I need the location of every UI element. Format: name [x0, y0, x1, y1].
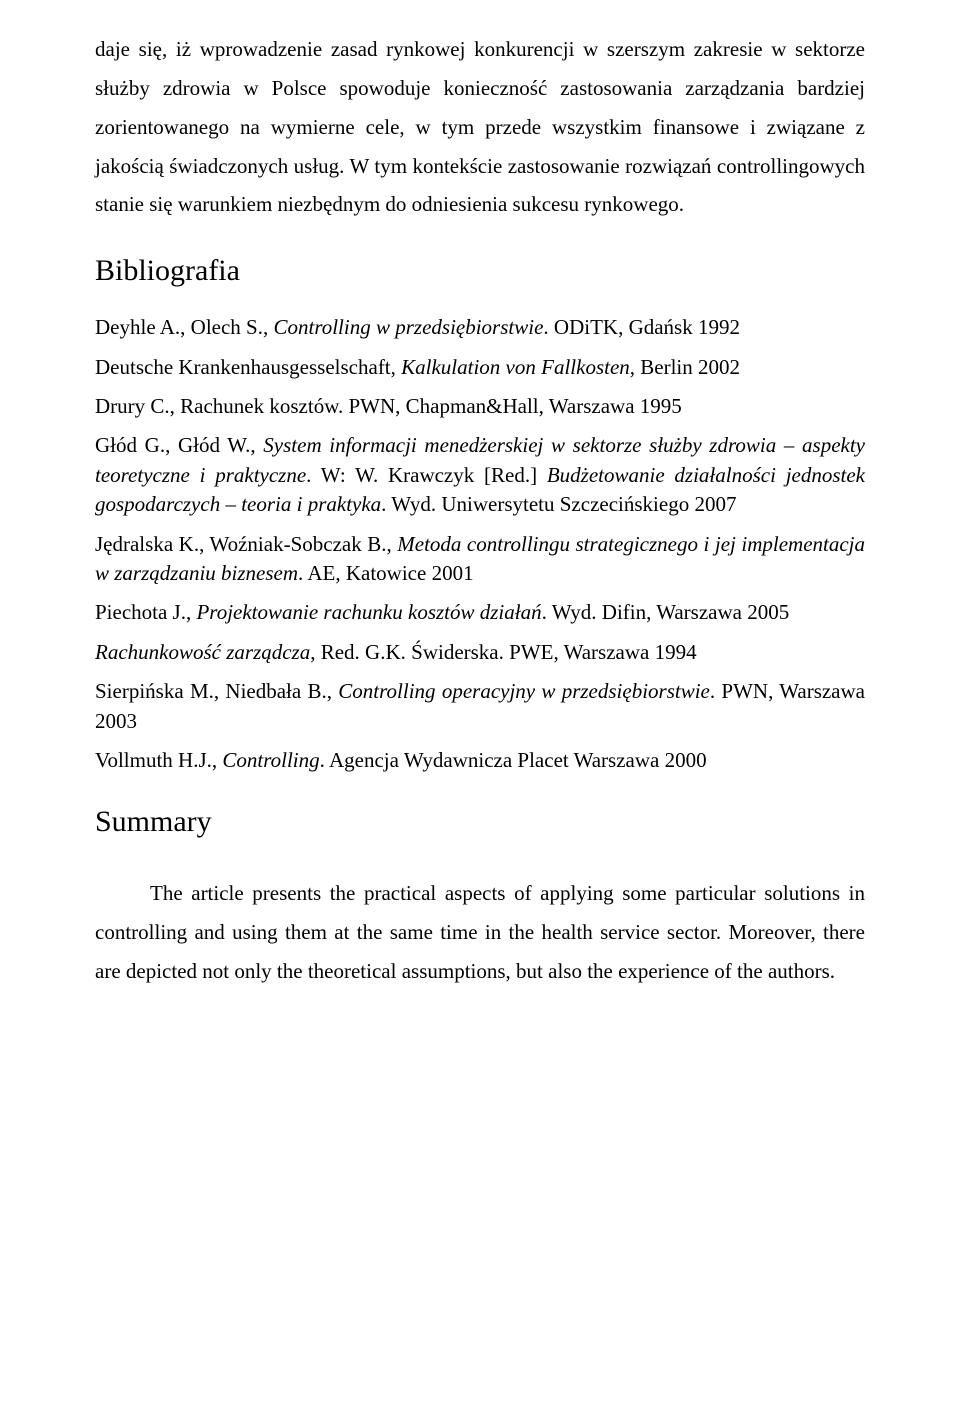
bib-entry: Rachunkowość zarządcza, Red. G.K. Świder…	[95, 638, 865, 667]
bib-title: Controlling	[222, 748, 319, 772]
bib-title: Projektowanie rachunku kosztów działań	[196, 600, 541, 624]
summary-block: The article presents the practical aspec…	[95, 874, 865, 991]
bib-text: Deyhle A., Olech S.,	[95, 315, 273, 339]
bib-text: . ODiTK, Gdańsk 1992	[543, 315, 740, 339]
bib-text: . W: W. Krawczyk [Red.]	[306, 463, 547, 487]
bib-entry: Sierpińska M., Niedbała B., Controlling …	[95, 677, 865, 736]
bib-text: , Red. G.K. Świderska. PWE, Warszawa 199…	[310, 640, 696, 664]
bib-text: . Agencja Wydawnicza Placet Warszawa 200…	[320, 748, 707, 772]
bib-entry: Drury C., Rachunek kosztów. PWN, Chapman…	[95, 392, 865, 421]
bib-text: , Berlin 2002	[630, 355, 740, 379]
bib-entry: Vollmuth H.J., Controlling. Agencja Wyda…	[95, 746, 865, 775]
bib-text: Sierpińska M., Niedbała B.,	[95, 679, 338, 703]
bib-text: Jędralska K., Woźniak-Sobczak B.,	[95, 532, 397, 556]
bib-entry: Jędralska K., Woźniak-Sobczak B., Metoda…	[95, 530, 865, 589]
bib-text: . AE, Katowice 2001	[298, 561, 474, 585]
bib-entry: Deyhle A., Olech S., Controlling w przed…	[95, 313, 865, 342]
bibliography-heading: Bibliografia	[95, 254, 865, 288]
intro-paragraph: daje się, iż wprowadzenie zasad rynkowej…	[95, 30, 865, 224]
bib-text: . Wyd. Difin, Warszawa 2005	[542, 600, 790, 624]
bib-entry: Głód G., Głód W., System informacji mene…	[95, 431, 865, 519]
bib-entry: Deutsche Krankenhausgesselschaft, Kalkul…	[95, 353, 865, 382]
bib-entry: Piechota J., Projektowanie rachunku kosz…	[95, 598, 865, 627]
bib-text: Piechota J.,	[95, 600, 196, 624]
bib-text: Vollmuth H.J.,	[95, 748, 222, 772]
summary-paragraph: The article presents the practical aspec…	[95, 874, 865, 991]
bib-text: Deutsche Krankenhausgesselschaft,	[95, 355, 401, 379]
page: daje się, iż wprowadzenie zasad rynkowej…	[0, 0, 960, 1425]
bib-title: Kalkulation von Fallkosten	[401, 355, 630, 379]
summary-heading: Summary	[95, 805, 865, 839]
bib-title: Controlling operacyjny w przedsiębiorstw…	[338, 679, 710, 703]
bib-title: Rachunkowość zarządcza	[95, 640, 310, 664]
bib-title: Controlling w przedsiębiorstwie	[273, 315, 543, 339]
bib-text: Drury C., Rachunek kosztów. PWN, Chapman…	[95, 394, 682, 418]
bib-text: Głód G., Głód W.,	[95, 433, 263, 457]
bib-text: . Wyd. Uniwersytetu Szczecińskiego 2007	[381, 492, 736, 516]
